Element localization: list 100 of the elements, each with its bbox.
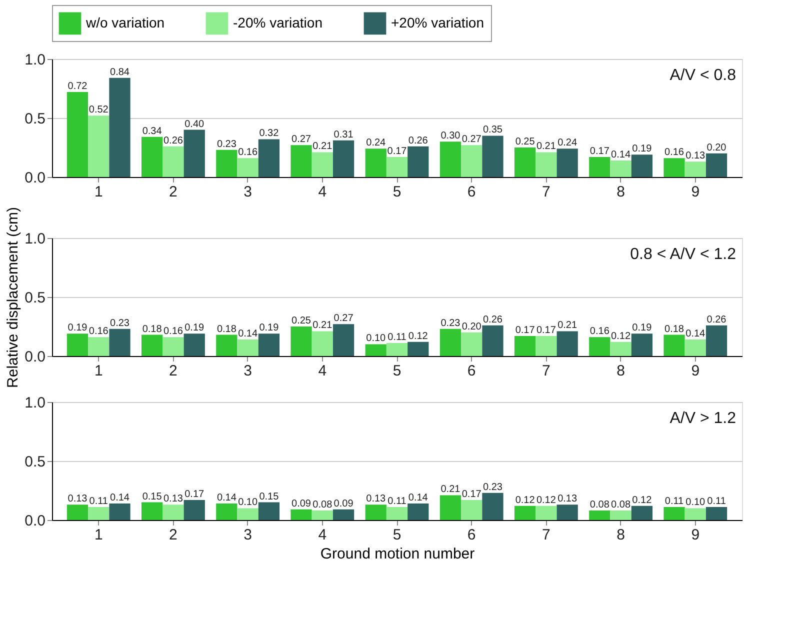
data-label: 0.12 — [408, 330, 428, 342]
bar — [536, 506, 557, 520]
bar — [684, 339, 706, 356]
data-label: 0.14 — [110, 492, 130, 504]
bar — [664, 158, 685, 177]
bar — [66, 334, 88, 356]
data-label: 0.19 — [184, 322, 205, 334]
data-label: 0.14 — [408, 492, 428, 504]
data-label: 0.72 — [68, 81, 88, 92]
data-label: 0.18 — [664, 324, 684, 335]
data-label: 0.14 — [216, 492, 237, 504]
bar — [386, 507, 408, 520]
data-label: 0.17 — [515, 324, 536, 336]
bar — [237, 339, 258, 356]
data-label: 0.16 — [238, 147, 258, 158]
data-label: 0.40 — [184, 118, 205, 130]
bar — [536, 152, 557, 177]
data-label: 0.32 — [259, 128, 280, 140]
data-label: 0.13 — [558, 494, 578, 505]
bar — [365, 148, 386, 177]
bar — [664, 334, 685, 356]
bar — [142, 136, 163, 177]
bar — [312, 510, 333, 520]
bar — [312, 152, 333, 177]
bar — [610, 510, 632, 520]
bar — [332, 509, 354, 520]
x-tick-label: 8 — [616, 362, 625, 380]
data-label: 0.26 — [706, 314, 727, 326]
y-tick-label: 0.5 — [24, 454, 46, 470]
bar — [706, 153, 728, 177]
bar — [556, 331, 578, 356]
bar — [332, 140, 354, 177]
bar — [408, 503, 429, 520]
bar — [556, 504, 578, 520]
data-label: 0.21 — [536, 141, 556, 152]
y-axis-title: Relative displacement (cm) — [4, 207, 22, 388]
x-tick-label: 3 — [244, 362, 252, 380]
data-label: 0.10 — [238, 497, 258, 508]
data-label: 0.14 — [238, 328, 258, 340]
bar — [408, 146, 429, 177]
data-label: 0.15 — [142, 491, 162, 502]
bar — [589, 510, 610, 520]
data-label: 0.14 — [686, 328, 706, 340]
y-tick-label: 1.0 — [24, 52, 46, 68]
bar — [290, 509, 312, 520]
bar — [610, 342, 632, 356]
x-tick-label: 9 — [691, 184, 700, 200]
bar — [184, 334, 205, 356]
bar — [88, 116, 110, 177]
data-label: 0.20 — [462, 321, 482, 332]
annotation: 0.8 < A/V < 1.2 — [630, 246, 736, 263]
bar — [631, 334, 652, 356]
data-label: 0.16 — [590, 326, 610, 338]
data-label: 0.17 — [184, 488, 205, 500]
data-label: 0.21 — [312, 141, 333, 152]
bar — [482, 325, 504, 356]
bar — [88, 507, 110, 520]
bar — [386, 156, 408, 177]
data-label: 0.24 — [366, 138, 386, 149]
bar — [142, 502, 163, 520]
y-tick-label: 0.0 — [24, 512, 46, 530]
bar — [536, 336, 557, 356]
data-label: 0.21 — [440, 484, 461, 496]
data-label: 0.17 — [462, 488, 482, 500]
data-label: 0.15 — [259, 491, 280, 502]
bar — [162, 146, 184, 177]
legend-label: +20% variation — [391, 14, 484, 30]
bar — [386, 343, 408, 356]
data-label: 0.23 — [482, 482, 503, 493]
data-label: 0.16 — [163, 326, 184, 338]
x-tick-label: 1 — [94, 526, 103, 544]
data-label: 0.16 — [664, 147, 684, 158]
y-tick-label: 0.5 — [24, 110, 46, 128]
bar — [482, 136, 504, 177]
bar — [312, 331, 333, 356]
data-label: 0.25 — [515, 136, 536, 148]
x-tick-label: 6 — [467, 362, 476, 380]
bar — [706, 507, 728, 520]
bar — [66, 504, 88, 520]
bar — [610, 160, 632, 177]
y-tick-label: 0.5 — [24, 290, 46, 306]
bar — [365, 504, 386, 520]
bar — [461, 332, 482, 356]
x-tick-label: 8 — [616, 184, 625, 200]
data-label: 0.18 — [142, 324, 162, 335]
bar — [514, 336, 536, 356]
legend-label: -20% variation — [233, 14, 322, 30]
data-label: 0.20 — [706, 142, 727, 154]
x-tick-label: 4 — [318, 526, 327, 544]
data-label: 0.09 — [334, 498, 354, 510]
bar — [237, 508, 258, 520]
data-label: 0.12 — [536, 494, 556, 506]
bar — [461, 145, 482, 177]
data-label: 0.17 — [536, 324, 556, 336]
data-label: 0.10 — [366, 333, 386, 344]
bar — [332, 324, 354, 356]
bar — [589, 156, 610, 177]
bar — [440, 328, 462, 356]
bar — [631, 154, 652, 177]
data-label: 0.31 — [334, 129, 354, 140]
